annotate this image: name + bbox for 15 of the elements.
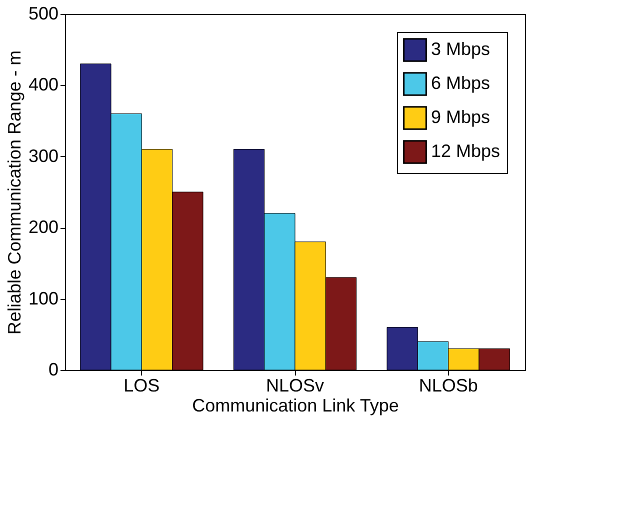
y-axis-title: Reliable Communication Range - m xyxy=(4,50,24,335)
y-tick-label: 500 xyxy=(28,4,58,24)
x-tick-label: NLOSv xyxy=(266,376,324,396)
y-tick-label: 300 xyxy=(28,146,58,166)
y-tick-label: 100 xyxy=(28,288,58,308)
x-tick-label: NLOSb xyxy=(418,376,478,396)
y-tick-label: 0 xyxy=(48,360,58,380)
legend-label: 3 Mbps xyxy=(431,39,490,59)
x-axis-title: Communication Link Type xyxy=(192,396,399,416)
y-tick-label: 400 xyxy=(28,74,58,95)
y-tick-label: 200 xyxy=(28,217,58,238)
x-tick-label: LOS xyxy=(124,376,160,396)
legend-label: 9 Mbps xyxy=(431,107,490,127)
legend-label: 6 Mbps xyxy=(431,73,490,93)
legend-label: 12 Mbps xyxy=(431,141,500,161)
